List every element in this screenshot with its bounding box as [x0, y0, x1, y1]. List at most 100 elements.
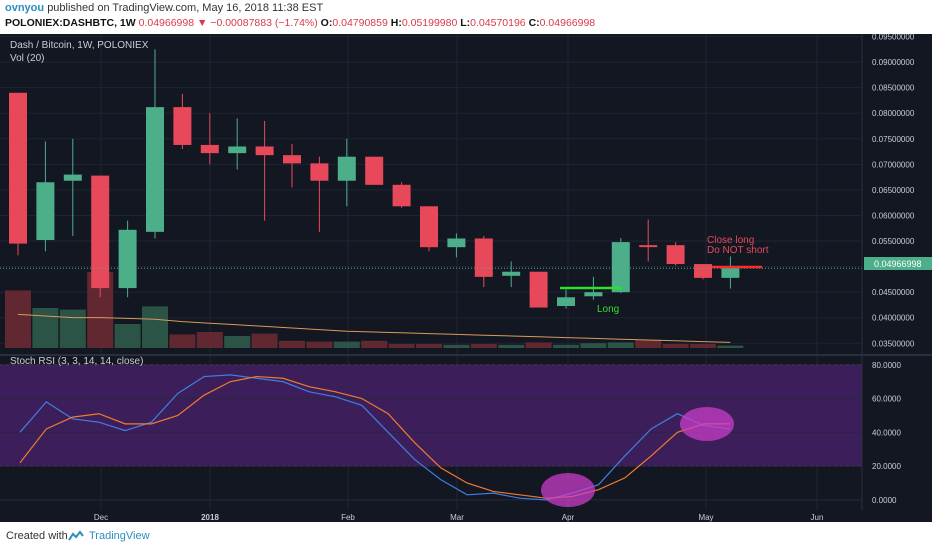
- candle-body: [420, 206, 438, 248]
- open-value: 0.04790859: [332, 17, 388, 29]
- price-tick-label: 0.03500000: [872, 339, 915, 348]
- candle-body: [502, 271, 521, 276]
- volume-bar: [169, 334, 196, 348]
- close-long-annotation: Close long: [707, 235, 754, 246]
- header-bar: ovnyou published on TradingView.com, May…: [0, 0, 932, 34]
- candle-body: [365, 156, 384, 185]
- publish-info: published on TradingView.com, May 16, 20…: [47, 2, 324, 14]
- time-tick-label: May: [698, 513, 713, 522]
- candle-body: [392, 184, 411, 207]
- chart-svg[interactable]: 0.09500000 0.09000000 0.08500000 0.08000000…: [0, 33, 932, 522]
- created-with-label: Created with: [6, 530, 68, 542]
- close-value: 0.04966998: [539, 17, 596, 29]
- price-tick-label: 0.05500000: [872, 237, 915, 246]
- candle-body: [63, 174, 82, 181]
- candle-body: [310, 163, 329, 181]
- last-price: 0.04966998: [138, 17, 195, 29]
- chart-title: Dash / Bitcoin, 1W, POLONIEX: [10, 40, 149, 51]
- ohlc-line: POLONIEX:DASHBTC, 1W 0.04966998 ▼ −0.000…: [5, 17, 595, 29]
- candle-body: [118, 229, 137, 289]
- volume-bar: [224, 336, 251, 348]
- long-annotation: Long: [597, 304, 619, 315]
- candle-body: [474, 238, 493, 277]
- price-tag-label: 0.04966998: [874, 259, 922, 269]
- oversold-highlight-ellipse: [541, 473, 595, 507]
- volume-bar: [32, 308, 59, 348]
- candle-body: [200, 144, 219, 154]
- candle-body: [694, 264, 712, 278]
- rsi-band: [0, 364, 862, 467]
- volume-ma-line: [17, 313, 731, 343]
- volume-bar: [717, 345, 744, 348]
- candle-body: [228, 146, 247, 154]
- volume-bar: [361, 340, 388, 348]
- close-label: C:: [528, 17, 540, 29]
- candle-body: [666, 245, 685, 265]
- high-value: 0.05199980: [401, 17, 458, 29]
- candle-body: [36, 182, 55, 241]
- time-tick-label: Mar: [450, 513, 464, 522]
- volume-bar: [662, 344, 689, 348]
- cross-highlight-ellipse: [680, 407, 734, 441]
- volume-bar: [59, 309, 86, 348]
- time-tick-label: Apr: [562, 513, 575, 522]
- rsi-d-line: [19, 375, 730, 499]
- candle-body: [529, 271, 548, 308]
- do-not-short-annotation: Do NOT short: [707, 245, 769, 256]
- rsi-tick-label: 40.0000: [872, 428, 901, 437]
- price-tick-label: 0.04000000: [872, 314, 915, 323]
- time-tick-label: Jun: [811, 513, 824, 522]
- price-tick-label: 0.09000000: [872, 58, 915, 67]
- rsi-tick-label: 60.0000: [872, 395, 901, 404]
- volume-bar: [690, 344, 716, 348]
- rsi-tick-label: 0.0000: [872, 496, 897, 505]
- rsi-tick-label: 80.0000: [872, 361, 901, 370]
- volume-bar: [5, 290, 31, 348]
- volume-bar: [196, 332, 223, 348]
- chart-area[interactable]: 0.09500000 0.09000000 0.08500000 0.08000000…: [0, 33, 932, 522]
- volume-bar: [553, 344, 579, 348]
- tradingview-logo-icon: [68, 530, 84, 541]
- change-arrow-icon: ▼: [197, 17, 208, 29]
- time-tick-label: 2018: [201, 513, 219, 522]
- rsi-k-line: [19, 374, 731, 501]
- rsi-tick-label: 20.0000: [872, 462, 901, 471]
- volume-bar: [498, 344, 525, 348]
- candle-body: [146, 107, 164, 232]
- volume-bar: [306, 341, 333, 348]
- price-tick-label: 0.08500000: [872, 84, 915, 93]
- symbol-label: POLONIEX:DASHBTC, 1W: [5, 17, 136, 29]
- candle-body: [283, 155, 301, 164]
- volume-bar: [443, 344, 470, 348]
- price-tick-label: 0.06000000: [872, 211, 915, 220]
- candle-body: [91, 175, 110, 289]
- volume-bar: [114, 324, 141, 348]
- price-tick-label: 0.06500000: [872, 186, 915, 195]
- low-label: L:: [460, 17, 471, 29]
- volume-bar: [251, 333, 278, 348]
- publish-line: ovnyou published on TradingView.com, May…: [5, 2, 323, 14]
- candle-body: [173, 107, 192, 145]
- volume-bar: [470, 344, 497, 348]
- price-tag: [864, 257, 932, 270]
- candle-body: [721, 268, 740, 278]
- candle-body: [255, 146, 274, 156]
- high-label: H:: [390, 17, 402, 29]
- candle-body: [447, 238, 466, 248]
- volume-bar: [416, 344, 442, 348]
- footer-bar: Created with TradingView: [0, 522, 932, 550]
- volume-bar: [388, 344, 415, 348]
- candle-body: [9, 92, 27, 244]
- author-link[interactable]: ovnyou: [5, 2, 45, 14]
- volume-label: Vol (20): [10, 53, 44, 64]
- volume-bar: [525, 342, 552, 348]
- change-value: −0.00087883 (−1.74%): [210, 17, 318, 29]
- time-tick-label: Feb: [341, 513, 355, 522]
- price-tick-label: 0.08000000: [872, 109, 915, 118]
- candle-body: [337, 156, 356, 181]
- tradingview-link[interactable]: TradingView: [89, 530, 150, 542]
- price-tick-label: 0.04500000: [872, 288, 915, 297]
- volume-bar: [333, 341, 360, 348]
- volume-bar: [635, 340, 662, 348]
- candle-body: [584, 292, 603, 297]
